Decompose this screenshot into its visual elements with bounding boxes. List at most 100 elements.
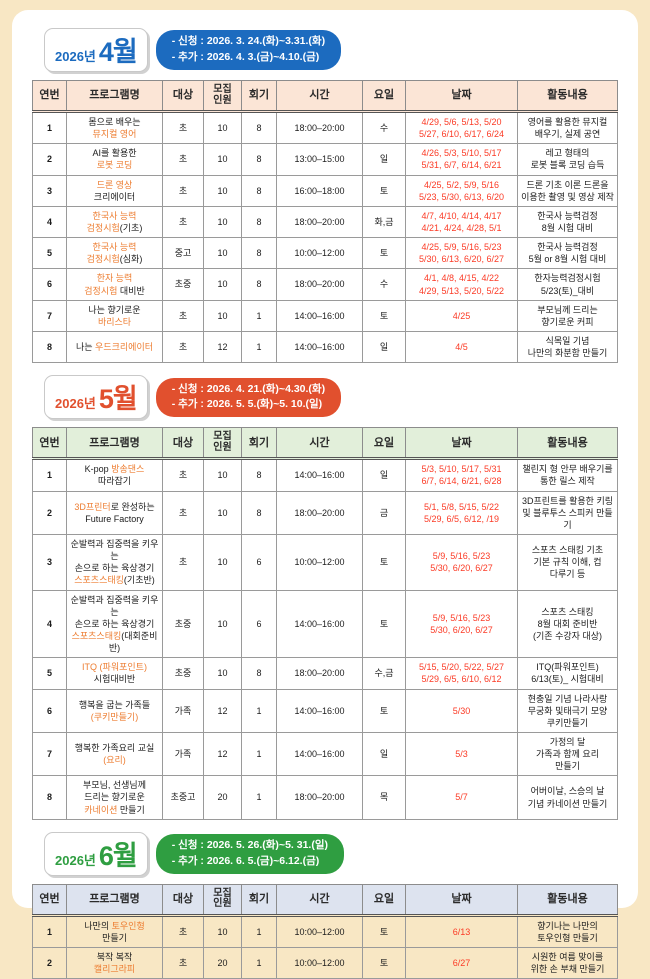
column-header-4: 회기	[241, 80, 277, 113]
row-number: 7	[32, 299, 67, 332]
row-number: 3	[32, 533, 67, 591]
program-name: 3D프린터로 완성하는 Future Factory	[66, 490, 163, 535]
target-cell: 초	[162, 143, 204, 176]
column-header-6: 요일	[362, 427, 406, 461]
month-section-may: 2026년 5월 - 신청 : 2026. 4. 21.(화)~4.30.(화)…	[32, 375, 618, 820]
dates-cell: 4/25, 5/9, 5/16, 5/23 5/30, 6/13, 6/20, 6…	[405, 237, 518, 270]
badge-month-label: 5월	[98, 384, 138, 415]
sessions-cell: 1	[241, 731, 277, 777]
table-row: 1 나만의 토우인형 만들기 초 10 1 10:00–12:00 토 6/13 향기나는 나만의…	[32, 914, 618, 949]
month-badge: 2026년 6월	[44, 831, 148, 876]
table-body: 1 몸으로 배우는 뮤지컬 영어 초 10 8 18:00–20:00 수 4/29, 5/6,…	[32, 110, 618, 364]
column-header-0: 연번	[32, 883, 67, 917]
column-header-7: 날짜	[405, 80, 518, 113]
capacity-cell: 20	[203, 947, 242, 979]
capacity-cell: 10	[203, 205, 242, 239]
table-row: 3 순발력과 집중력을 키우는 손으로 하는 육상경기 스포츠스태킹(기초반) 초 10 6…	[32, 533, 618, 591]
dates-cell: 5/1, 5/8, 5/15, 5/22 5/29, 6/5, 6/12, /19	[405, 490, 518, 535]
apply-period-text: - 신청 : 2026. 3. 24.(화)~3.31.(화)	[171, 35, 326, 48]
row-number: 1	[32, 914, 67, 949]
column-header-0: 연번	[32, 80, 67, 113]
row-number: 1	[32, 110, 67, 145]
registration-period-pill: - 신청 : 2026. 3. 24.(화)~3.31.(화) - 추가 : 2…	[155, 30, 342, 70]
sessions-cell: 8	[241, 237, 277, 270]
program-name: 행복을 굽는 가족들 (쿠키만들기)	[66, 688, 163, 733]
program-name: 북작 복작 캘리그라피	[66, 947, 163, 979]
target-cell: 초	[162, 947, 204, 979]
sessions-cell: 1	[241, 688, 277, 733]
time-cell: 18:00–20:00	[276, 110, 363, 145]
capacity-cell: 12	[203, 330, 242, 364]
dates-cell: 5/9, 5/16, 5/23 5/30, 6/20, 6/27	[405, 589, 518, 659]
schedule-table: 연번 프로그램명 대상 모집 인원 회기 시간 요일 날짜 활동내용 1 K-pop 방송댄스 따라잡…	[32, 427, 618, 820]
activity-cell: 현충일 기념 나라사랑 무궁화 및태극기 모양 쿠키만들기	[517, 688, 618, 733]
target-cell: 초	[162, 174, 204, 207]
time-cell: 18:00–20:00	[276, 205, 363, 239]
row-number: 2	[32, 490, 67, 535]
program-name: 드론 영상 크리에이터	[66, 174, 163, 207]
table-header-row: 연번 프로그램명 대상 모집 인원 회기 시간 요일 날짜 활동내용	[32, 883, 618, 917]
table-row: 1 K-pop 방송댄스 따라잡기 초 10 8 14:00–16:00 일 5/3, 5/10…	[32, 458, 618, 492]
badge-year-label: 2026년	[55, 396, 96, 412]
capacity-cell: 10	[203, 490, 242, 535]
column-header-1: 프로그램명	[66, 883, 163, 917]
row-number: 5	[32, 657, 67, 690]
sessions-cell: 8	[241, 490, 277, 535]
activity-cell: 식목일 기념 나만의 화분함 만들기	[517, 330, 618, 364]
section-head: 2026년 5월 - 신청 : 2026. 4. 21.(화)~4.30.(화)…	[44, 375, 618, 420]
program-name: 한국사 능력 검정시험(심화)	[66, 237, 163, 270]
apply-period-text: - 신청 : 2026. 4. 21.(화)~4.30.(화)	[171, 382, 326, 395]
capacity-cell: 10	[203, 110, 242, 145]
sessions-cell: 8	[241, 205, 277, 239]
target-cell: 초중고	[162, 775, 204, 820]
column-header-7: 날짜	[405, 883, 518, 917]
activity-cell: 향기나는 나만의 토우인형 만들기	[517, 914, 618, 949]
capacity-cell: 10	[203, 458, 242, 492]
row-number: 8	[32, 775, 67, 820]
badge-month-label: 4월	[98, 37, 138, 67]
program-name: 한국사 능력 검정시험(기초)	[66, 205, 163, 239]
program-name: 순발력과 집중력을 키우는 손으로 하는 육상경기 스포츠스태킹(대회준비반)	[66, 589, 163, 659]
month-sections-container: 2026년 4월 - 신청 : 2026. 3. 24.(화)~3.31.(화)…	[32, 28, 618, 979]
month-badge: 2026년 5월	[44, 375, 148, 420]
dates-cell: 5/9, 5/16, 5/23 5/30, 6/20, 6/27	[405, 533, 518, 591]
extra-period-text: - 추가 : 2026. 5. 5.(화)~5. 10.(일)	[171, 398, 323, 411]
capacity-cell: 10	[203, 143, 242, 176]
day-cell: 목	[362, 775, 406, 820]
dates-cell: 4/29, 5/6, 5/13, 5/20 5/27, 6/10, 6/17, 6…	[405, 110, 518, 145]
day-cell: 금	[362, 490, 406, 535]
program-name: 나는 우드크리에이터	[66, 330, 163, 364]
extra-period-text: - 추가 : 2026. 6. 5.(금)~6.12.(금)	[171, 854, 320, 867]
program-name: 몸으로 배우는 뮤지컬 영어	[66, 110, 163, 145]
target-cell: 초	[162, 914, 204, 949]
dates-cell: 5/30	[405, 688, 518, 733]
dates-cell: 6/13	[405, 914, 518, 949]
capacity-cell: 10	[203, 657, 242, 690]
time-cell: 10:00–12:00	[276, 533, 363, 591]
dates-cell: 4/1, 4/8, 4/15, 4/22 4/29, 5/13, 5/20, 5/…	[405, 268, 518, 301]
table-header-row: 연번 프로그램명 대상 모집 인원 회기 시간 요일 날짜 활동내용	[32, 80, 618, 113]
day-cell: 토	[362, 947, 406, 979]
time-cell: 14:00–16:00	[276, 731, 363, 777]
activity-cell: 3D프린트를 활용한 키링 및 블루투스 스피커 만들기	[517, 490, 618, 535]
activity-cell: 시원한 여름 맞이를 위한 손 부채 만들기	[517, 947, 618, 979]
activity-cell: 레고 형태의 로봇 블록 코딩 습득	[517, 143, 618, 176]
column-header-6: 요일	[362, 80, 406, 113]
sessions-cell: 8	[241, 268, 277, 301]
program-name: 순발력과 집중력을 키우는 손으로 하는 육상경기 스포츠스태킹(기초반)	[66, 533, 163, 591]
day-cell: 토	[362, 533, 406, 591]
activity-cell: 스포츠 스태킹 8월 대회 준비반 (기존 수강자 대상)	[517, 589, 618, 659]
row-number: 5	[32, 237, 67, 270]
registration-period-pill: - 신청 : 2026. 5. 26.(화)~5. 31.(일) - 추가 : …	[155, 834, 344, 874]
sessions-cell: 8	[241, 174, 277, 207]
program-name: ITQ (파워포인트) 시험대비반	[66, 657, 163, 690]
day-cell: 토	[362, 237, 406, 270]
time-cell: 14:00–16:00	[276, 589, 363, 659]
time-cell: 14:00–16:00	[276, 688, 363, 733]
dates-cell: 5/7	[405, 775, 518, 820]
row-number: 3	[32, 174, 67, 207]
dates-cell: 4/25	[405, 299, 518, 332]
time-cell: 18:00–20:00	[276, 268, 363, 301]
table-row: 2 3D프린터로 완성하는 Future Factory 초 10 8 18:00–20:0…	[32, 490, 618, 535]
target-cell: 초	[162, 490, 204, 535]
